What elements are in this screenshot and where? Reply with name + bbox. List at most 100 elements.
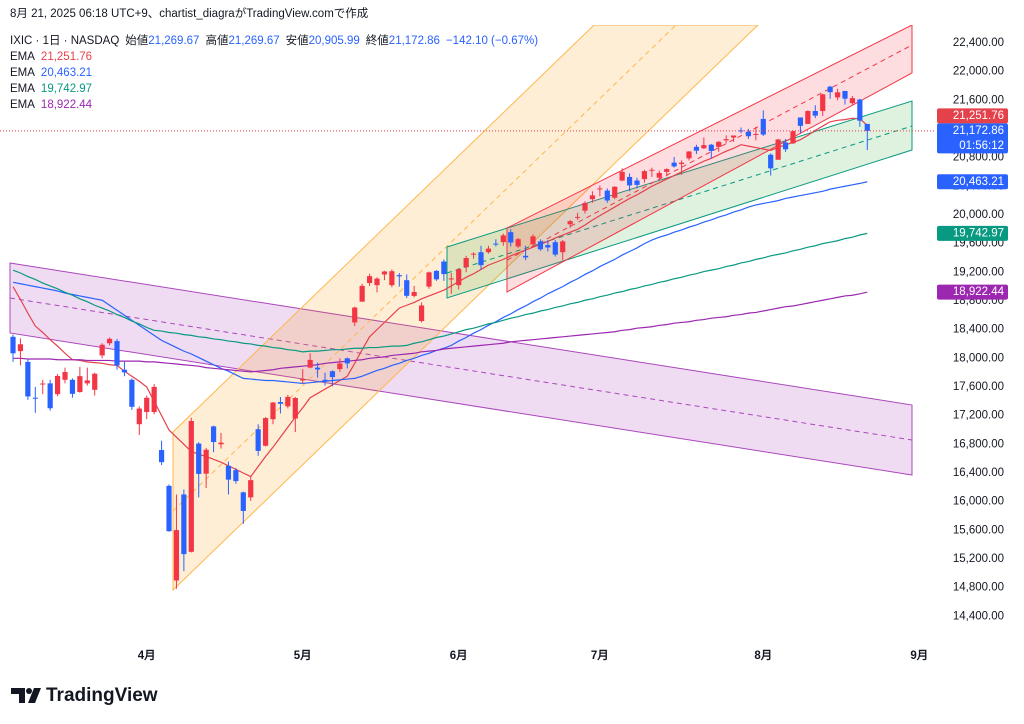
- candle-body: [121, 369, 128, 373]
- candle-body: [411, 291, 417, 296]
- x-tick-label: 6月: [450, 649, 468, 662]
- candle-body: [589, 195, 596, 200]
- candle-body: [641, 171, 648, 180]
- ohlc-label: 始値: [125, 33, 148, 47]
- candle-body: [456, 269, 462, 286]
- y-tick-label: 20,000.00: [953, 209, 1004, 221]
- y-tick-label: 16,000.00: [953, 496, 1004, 508]
- candle-body: [84, 380, 90, 384]
- candle-body: [210, 426, 217, 443]
- y-tick-label: 17,200.00: [953, 410, 1004, 422]
- candle-body: [352, 307, 358, 323]
- x-tick-label: 5月: [294, 649, 312, 662]
- logo-text: TradingView: [46, 685, 158, 706]
- y-tick-label: 21,600.00: [953, 94, 1004, 106]
- x-tick-label: 9月: [910, 649, 928, 662]
- candle-body: [537, 241, 544, 250]
- candle-body: [255, 429, 261, 451]
- candle-body: [760, 118, 766, 135]
- candle-body: [181, 494, 187, 555]
- candle-body: [448, 278, 454, 280]
- legend-name: EMA: [10, 99, 35, 111]
- close-badge-label: 21,172.86: [953, 125, 1004, 137]
- green-channel-mid: [446, 125, 913, 274]
- candle-body: [664, 169, 670, 172]
- y-tick-label: 15,600.00: [953, 524, 1004, 536]
- candle-body: [40, 383, 46, 385]
- candle-body: [344, 358, 350, 364]
- candle-body: [849, 98, 856, 104]
- y-tick-label: 16,400.00: [953, 467, 1004, 479]
- candle-body: [619, 171, 625, 181]
- symbol: IXIC · 1日 · NASDAQ: [10, 35, 119, 47]
- ema-line: [13, 291, 868, 373]
- candle-body: [366, 276, 373, 284]
- candle-body: [47, 383, 53, 409]
- candle-body: [485, 248, 492, 253]
- candle-body: [233, 470, 239, 482]
- candle-body: [745, 131, 752, 137]
- candle-body: [678, 162, 685, 165]
- candle-body: [582, 202, 588, 211]
- candle-body: [671, 162, 677, 167]
- y-tick-label: 18,000.00: [953, 352, 1004, 364]
- y-tick-label: 14,400.00: [953, 610, 1004, 622]
- candle-body: [470, 253, 477, 255]
- candle-body: [864, 123, 870, 131]
- ohlc-label: 安値: [286, 33, 309, 47]
- candle-body: [522, 255, 529, 258]
- candle-body: [797, 117, 804, 126]
- candle-body: [32, 397, 38, 399]
- legend-name: EMA: [10, 51, 35, 63]
- candle-body: [649, 169, 655, 171]
- candle-body: [166, 485, 172, 532]
- plot: [10, 85, 870, 589]
- candle-body: [307, 359, 313, 368]
- purple-channel: [9, 262, 913, 476]
- candle-body: [775, 139, 781, 160]
- candle-body: [790, 131, 796, 144]
- candle-body: [730, 135, 737, 138]
- y-tick-label: 15,200.00: [953, 553, 1004, 565]
- candle-body: [314, 367, 321, 370]
- candle-body: [634, 180, 640, 185]
- candle-body: [441, 261, 447, 275]
- candle-body: [567, 221, 573, 225]
- y-tick-label: 20,800.00: [953, 152, 1004, 164]
- candle-body: [151, 386, 157, 413]
- logo-icon-slash: [28, 688, 41, 703]
- candle-body: [723, 139, 729, 141]
- candle-body: [203, 449, 209, 474]
- x-tick-label: 8月: [754, 649, 772, 662]
- price-badge: [937, 284, 1008, 300]
- candle-body: [25, 361, 31, 397]
- ema-line: [12, 232, 868, 353]
- candle-body: [626, 176, 633, 186]
- candle-body: [396, 275, 402, 277]
- logo: TradingView: [11, 685, 158, 706]
- y-tick-label: 16,800.00: [953, 438, 1004, 450]
- candle-body: [69, 379, 76, 394]
- candle-body: [300, 379, 306, 381]
- ohlc-value: 21,172.86: [389, 35, 440, 47]
- candle-body: [389, 271, 395, 286]
- candle-body: [827, 86, 833, 93]
- candle-body: [188, 421, 194, 552]
- red-channel-mid: [506, 44, 913, 261]
- candle-body: [812, 111, 818, 116]
- candle-body: [248, 480, 254, 498]
- candle-body: [597, 188, 603, 190]
- candle-body: [129, 379, 135, 407]
- logo-icon-dot: [26, 688, 32, 694]
- candle-body: [77, 376, 83, 392]
- legend-entry: EMA 21,251.76: [10, 51, 92, 63]
- candle-body: [337, 363, 343, 370]
- ohlc-label: 終値: [366, 33, 389, 47]
- candle-body: [708, 144, 714, 151]
- legend-value: 18,922.44: [41, 99, 93, 111]
- candle-body: [426, 272, 432, 287]
- legend-header: IXIC · 1日 · NASDAQ 始値21,269.67 高値21,269.67…: [10, 33, 538, 47]
- candle-body: [560, 241, 566, 253]
- candle-body: [701, 145, 707, 149]
- candle-body: [54, 375, 61, 395]
